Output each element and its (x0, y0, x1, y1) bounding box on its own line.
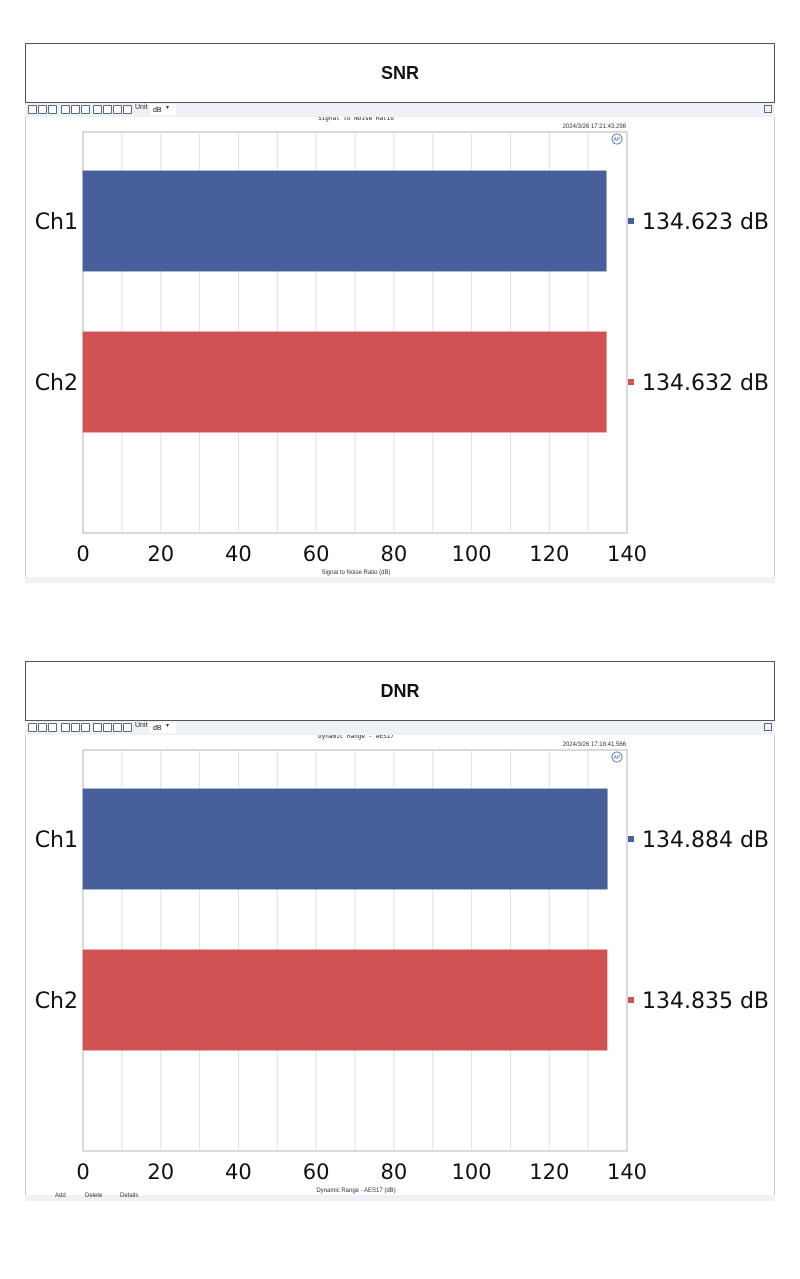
expand-icon[interactable] (764, 723, 772, 731)
x-tick-label: 60 (303, 542, 330, 566)
table-icon[interactable] (93, 723, 102, 732)
chart-title: Signal to Noise Ratio (318, 117, 394, 122)
chart-timestamp: 2024/3/26 17:18:41.566 (563, 742, 627, 748)
bar-ch2 (82, 949, 608, 1051)
value-label: 134.835 dB (642, 989, 769, 1014)
chart-timestamp: 2024/3/26 17:21:43.298 (563, 124, 627, 130)
pan-icon[interactable] (71, 105, 80, 114)
panel-header: DNR (25, 661, 775, 721)
x-tick-label: 40 (225, 1160, 252, 1184)
legend-icon[interactable] (103, 105, 112, 114)
legend-icon[interactable] (103, 723, 112, 732)
legend-marker (628, 997, 634, 1003)
x-tick-label: 60 (303, 1160, 330, 1184)
panel-header: SNR (25, 43, 775, 103)
fit-icon[interactable] (81, 105, 90, 114)
details-button[interactable]: Details (120, 1193, 139, 1199)
snr-chart: Signal to Noise Ratio 2024/3/26 17:21:43.… (35, 117, 769, 576)
x-tick-label: 120 (529, 542, 569, 566)
chevron-down-icon[interactable]: ▾ (166, 105, 170, 111)
value-label: 134.623 dB (642, 210, 769, 235)
copy-icon[interactable] (38, 723, 47, 732)
add-button[interactable]: Add (55, 1193, 66, 1199)
value-label: 134.632 dB (642, 371, 769, 396)
x-tick-label: 0 (76, 1160, 89, 1184)
legend-marker (628, 379, 634, 385)
panel-title: SNR (380, 63, 419, 83)
unit-label: Unit (135, 104, 148, 111)
panel-title: DNR (380, 681, 420, 701)
bar-ch2 (82, 331, 607, 433)
x-tick-label: 140 (607, 1160, 647, 1184)
logo-icon: AP (614, 755, 621, 761)
category-label: Ch2 (35, 371, 78, 396)
save-icon[interactable] (28, 105, 37, 114)
chart-toolbar: Unit dB ▾ (25, 103, 775, 118)
x-tick-label: 0 (76, 542, 89, 566)
x-tick-label: 20 (147, 1160, 174, 1184)
category-label: Ch1 (35, 210, 78, 235)
value-label: 134.884 dB (642, 828, 769, 853)
unit-select[interactable]: dB (150, 104, 176, 115)
save-icon[interactable] (28, 723, 37, 732)
x-tick-label: 120 (529, 1160, 569, 1184)
category-label: Ch1 (35, 828, 78, 853)
logo-icon (611, 133, 623, 145)
fit-icon[interactable] (81, 723, 90, 732)
text-icon[interactable] (113, 105, 122, 114)
settings-icon[interactable] (123, 723, 132, 732)
chevron-down-icon[interactable]: ▾ (166, 723, 170, 729)
print-icon[interactable] (48, 723, 57, 732)
zoom-icon[interactable] (61, 723, 70, 732)
copy-icon[interactable] (38, 105, 47, 114)
chart-frame: Signal to Noise Ratio 2024/3/26 17:21:43.… (25, 117, 775, 577)
category-label: Ch2 (35, 989, 78, 1014)
dnr-chart: Dynamic Range - AES17 2024/3/26 17:18:41.… (35, 735, 769, 1194)
pan-icon[interactable] (71, 723, 80, 732)
logo-icon: AP (614, 137, 621, 143)
x-tick-label: 140 (607, 542, 647, 566)
zoom-icon[interactable] (61, 105, 70, 114)
logo-icon (611, 751, 623, 763)
x-tick-label: 40 (225, 542, 252, 566)
chart-frame: Dynamic Range - AES17 2024/3/26 17:18:41.… (25, 735, 775, 1195)
settings-icon[interactable] (123, 105, 132, 114)
delete-button[interactable]: Delete (85, 1193, 103, 1199)
chart-title: Dynamic Range - AES17 (318, 735, 394, 740)
x-axis-label: Signal to Noise Ratio (dB) (321, 570, 390, 576)
print-icon[interactable] (48, 105, 57, 114)
bottom-strip: Add Delete Details (25, 1193, 775, 1201)
x-tick-label: 80 (380, 542, 407, 566)
bar-ch1 (82, 788, 608, 890)
x-tick-label: 20 (147, 542, 174, 566)
bar-ch1 (82, 170, 607, 272)
chart-toolbar: Unit dB ▾ (25, 721, 775, 736)
x-axis-label: Dynamic Range - AES17 (dB) (316, 1188, 395, 1194)
unit-select[interactable]: dB (150, 722, 176, 733)
expand-icon[interactable] (764, 105, 772, 113)
text-icon[interactable] (113, 723, 122, 732)
x-tick-label: 100 (452, 542, 492, 566)
x-tick-label: 80 (380, 1160, 407, 1184)
x-tick-label: 100 (452, 1160, 492, 1184)
legend-marker (628, 218, 634, 224)
bottom-strip (25, 577, 775, 583)
legend-marker (628, 836, 634, 842)
table-icon[interactable] (93, 105, 102, 114)
unit-label: Unit (135, 722, 148, 729)
